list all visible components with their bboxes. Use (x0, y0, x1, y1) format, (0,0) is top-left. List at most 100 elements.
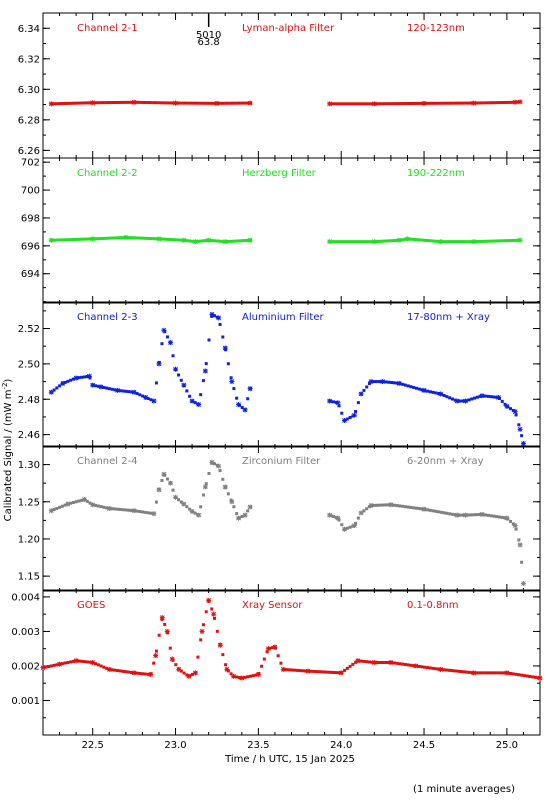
y-tick-label: 6.30 (18, 85, 40, 96)
data-point (412, 506, 416, 510)
data-point (106, 666, 112, 672)
data-point (409, 663, 413, 667)
data-point (90, 502, 96, 508)
data-point-stroke (173, 100, 178, 106)
data-point (211, 611, 217, 617)
data-point (329, 670, 333, 674)
data-point (105, 101, 109, 105)
data-point (204, 610, 208, 614)
data-point-stroke (272, 644, 278, 650)
data-point (467, 398, 471, 402)
data-point (98, 384, 104, 390)
data-point (179, 378, 183, 382)
data-point (459, 513, 463, 517)
data-point (202, 484, 208, 490)
data-point (442, 393, 446, 397)
data-point-stroke (161, 471, 167, 477)
data-point (90, 236, 96, 242)
data-point (475, 240, 479, 244)
data-point (146, 236, 150, 240)
data-point (190, 239, 194, 243)
data-point-stroke (189, 509, 195, 514)
data-point (174, 238, 178, 242)
y-tick-label: 6.26 (18, 146, 40, 157)
data-point (85, 499, 89, 503)
data-point (58, 238, 62, 242)
data-point (127, 100, 131, 104)
data-point (459, 399, 463, 403)
x-tick-label: 23.0 (164, 740, 186, 751)
data-point (71, 659, 75, 663)
data-point (338, 670, 344, 676)
data-point (495, 101, 499, 105)
data-point-stroke (196, 402, 202, 407)
data-point (392, 102, 396, 106)
data-point-stroke (358, 391, 364, 397)
data-point-stroke (521, 581, 526, 586)
data-point (154, 237, 158, 241)
panel-frame (42, 445, 541, 592)
data-point (199, 393, 203, 397)
data-point (517, 99, 523, 105)
data-point (240, 406, 244, 410)
data-point (522, 674, 526, 678)
data-point (484, 394, 488, 398)
data-point (421, 100, 427, 106)
data-point-stroke (396, 237, 402, 243)
data-point (392, 661, 396, 665)
data-point (213, 314, 217, 318)
data-point (47, 665, 51, 669)
data-point (63, 503, 67, 507)
data-point-stroke (396, 380, 402, 386)
data-point (141, 236, 145, 240)
data-point (88, 660, 92, 664)
data-point (94, 662, 98, 666)
y-tick-label: 6.32 (18, 54, 40, 65)
data-point (376, 380, 380, 384)
data-point (380, 379, 386, 385)
data-point (152, 101, 156, 105)
data-point (232, 239, 236, 243)
data-point-stroke (131, 389, 137, 395)
data-point (113, 668, 117, 672)
data-point (500, 671, 504, 675)
data-point (86, 373, 92, 379)
data-point (124, 508, 128, 512)
data-point (156, 236, 162, 242)
data-point (179, 238, 183, 242)
y-tick-label: 0.001 (11, 696, 40, 707)
data-point (417, 664, 421, 668)
data-point (55, 238, 59, 242)
data-point (356, 516, 360, 520)
data-point (489, 514, 493, 518)
data-point (431, 390, 435, 394)
data-point-stroke (242, 512, 248, 518)
data-point (503, 239, 507, 243)
data-point (421, 506, 427, 512)
data-point (110, 387, 114, 391)
data-point-stroke (368, 379, 374, 384)
data-point (426, 508, 430, 512)
event-marker: 5010 63.8 (196, 14, 221, 48)
x-axis-label: Time / h UTC, 15 Jan 2025 (224, 754, 355, 765)
data-point (421, 387, 427, 393)
data-point-stroke (193, 670, 198, 676)
data-point-stroke (143, 395, 149, 400)
data-point (88, 501, 92, 505)
data-point (81, 497, 87, 503)
data-point (182, 101, 186, 105)
footnote: (1 minute averages) (413, 784, 515, 795)
data-point (365, 507, 369, 511)
data-point (345, 417, 349, 421)
data-point-stroke (73, 375, 79, 381)
data-point (224, 101, 228, 105)
data-point (514, 672, 518, 676)
data-point (121, 389, 125, 393)
data-point (401, 102, 405, 106)
data-point (456, 669, 460, 673)
data-point (123, 234, 129, 240)
data-point-stroke (82, 497, 87, 502)
data-point (116, 669, 120, 673)
data-point (345, 240, 349, 244)
data-point (439, 510, 443, 514)
